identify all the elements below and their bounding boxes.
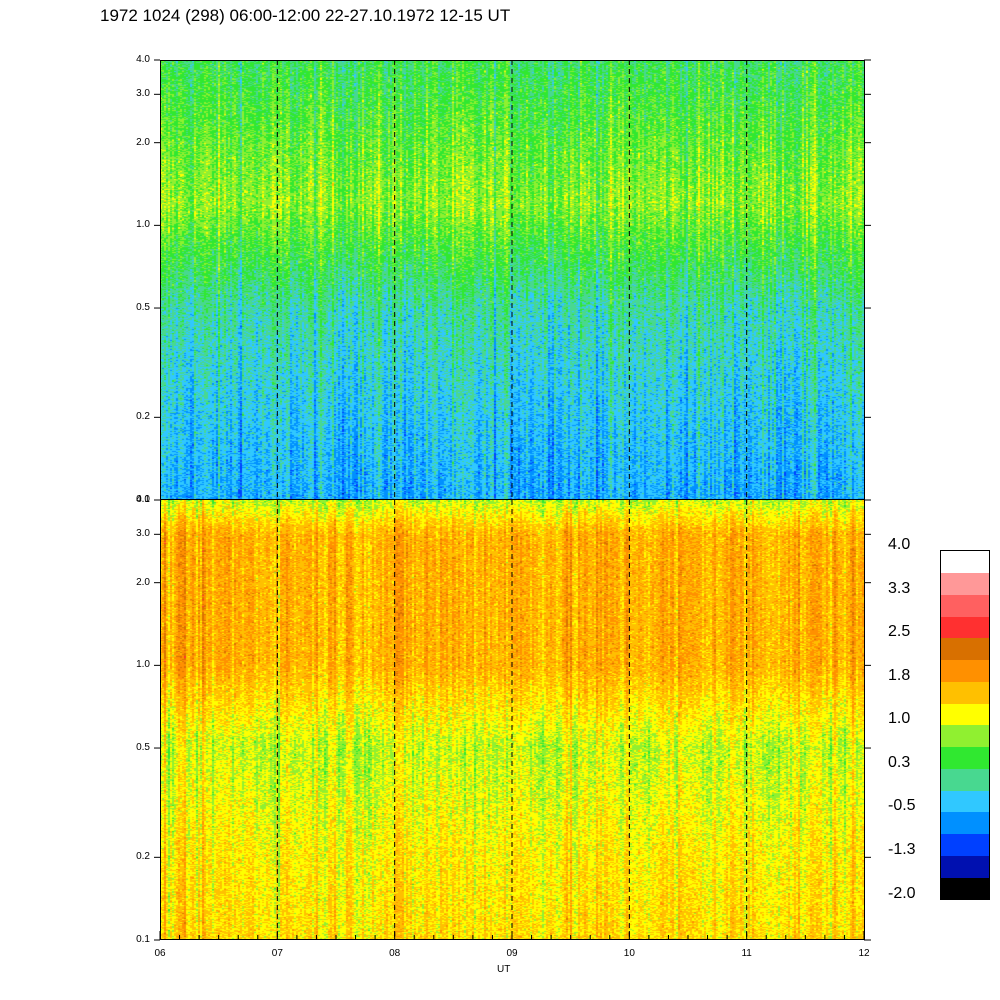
colorbar [940, 550, 990, 900]
y-tick-label: 3.0 [136, 528, 150, 540]
colorbar-label: 3.3 [888, 580, 911, 597]
colorbar-segment [941, 681, 989, 704]
x-tick-label: 09 [506, 948, 518, 959]
colorbar-segment [941, 594, 989, 617]
x-tick-label: 08 [389, 948, 401, 959]
x-tick-label: 12 [858, 948, 870, 959]
y-tick-label: 0.1 [136, 934, 150, 945]
colorbar-segment [941, 551, 989, 573]
y-tick-label: 0.5 [136, 742, 150, 754]
colorbar-segment [941, 746, 989, 769]
top-spectrogram-panel [160, 60, 864, 500]
y-tick-label: 1.0 [136, 219, 150, 231]
colorbar-label: 2.5 [888, 623, 911, 640]
y-tick-label: 2.0 [136, 136, 150, 148]
y-tick-label: 0.1 [136, 494, 150, 505]
x-tick-label: 06 [154, 948, 166, 959]
colorbar-segment [941, 572, 989, 595]
colorbar-label: 4.0 [888, 536, 911, 553]
colorbar-segment [941, 616, 989, 639]
colorbar-label: -1.3 [888, 841, 916, 858]
colorbar-label: 1.0 [888, 710, 911, 727]
colorbar-segment [941, 790, 989, 813]
y-tick-label: 2.0 [136, 576, 150, 588]
colorbar-segment [941, 659, 989, 682]
colorbar-segment [941, 638, 989, 660]
y-tick-label: 4.0 [136, 494, 150, 505]
colorbar-label: 0.3 [888, 754, 911, 771]
bottom-hour-dashed-lines [276, 500, 748, 940]
x-axis-title: UT [497, 964, 511, 975]
colorbar-label: -2.0 [888, 885, 916, 902]
y-tick-label: 0.2 [136, 851, 150, 863]
colorbar-label: -0.5 [888, 797, 916, 814]
y-tick-label: 0.5 [136, 302, 150, 314]
colorbar-segment [941, 812, 989, 834]
colorbar-segment [941, 703, 989, 726]
colorbar-segment [941, 855, 989, 878]
colorbar-segment [941, 877, 989, 900]
x-tick-label: 07 [271, 948, 283, 959]
colorbar-segment [941, 768, 989, 791]
bottom-spectrogram-panel [160, 500, 864, 940]
y-tick-label: 0.2 [136, 411, 150, 423]
x-tick-label: 11 [741, 948, 752, 959]
colorbar-segment [941, 833, 989, 856]
top-hour-dashed-lines [276, 60, 748, 500]
y-tick-label: 3.0 [136, 88, 150, 100]
x-tick-label: 10 [623, 948, 635, 959]
colorbar-segment [941, 725, 989, 747]
page-title: 1972 1024 (298) 06:00-12:00 22-27.10.197… [100, 6, 511, 25]
y-tick-label: 1.0 [136, 659, 150, 671]
colorbar-label: 1.8 [888, 667, 911, 684]
y-tick-label: 4.0 [136, 54, 150, 65]
